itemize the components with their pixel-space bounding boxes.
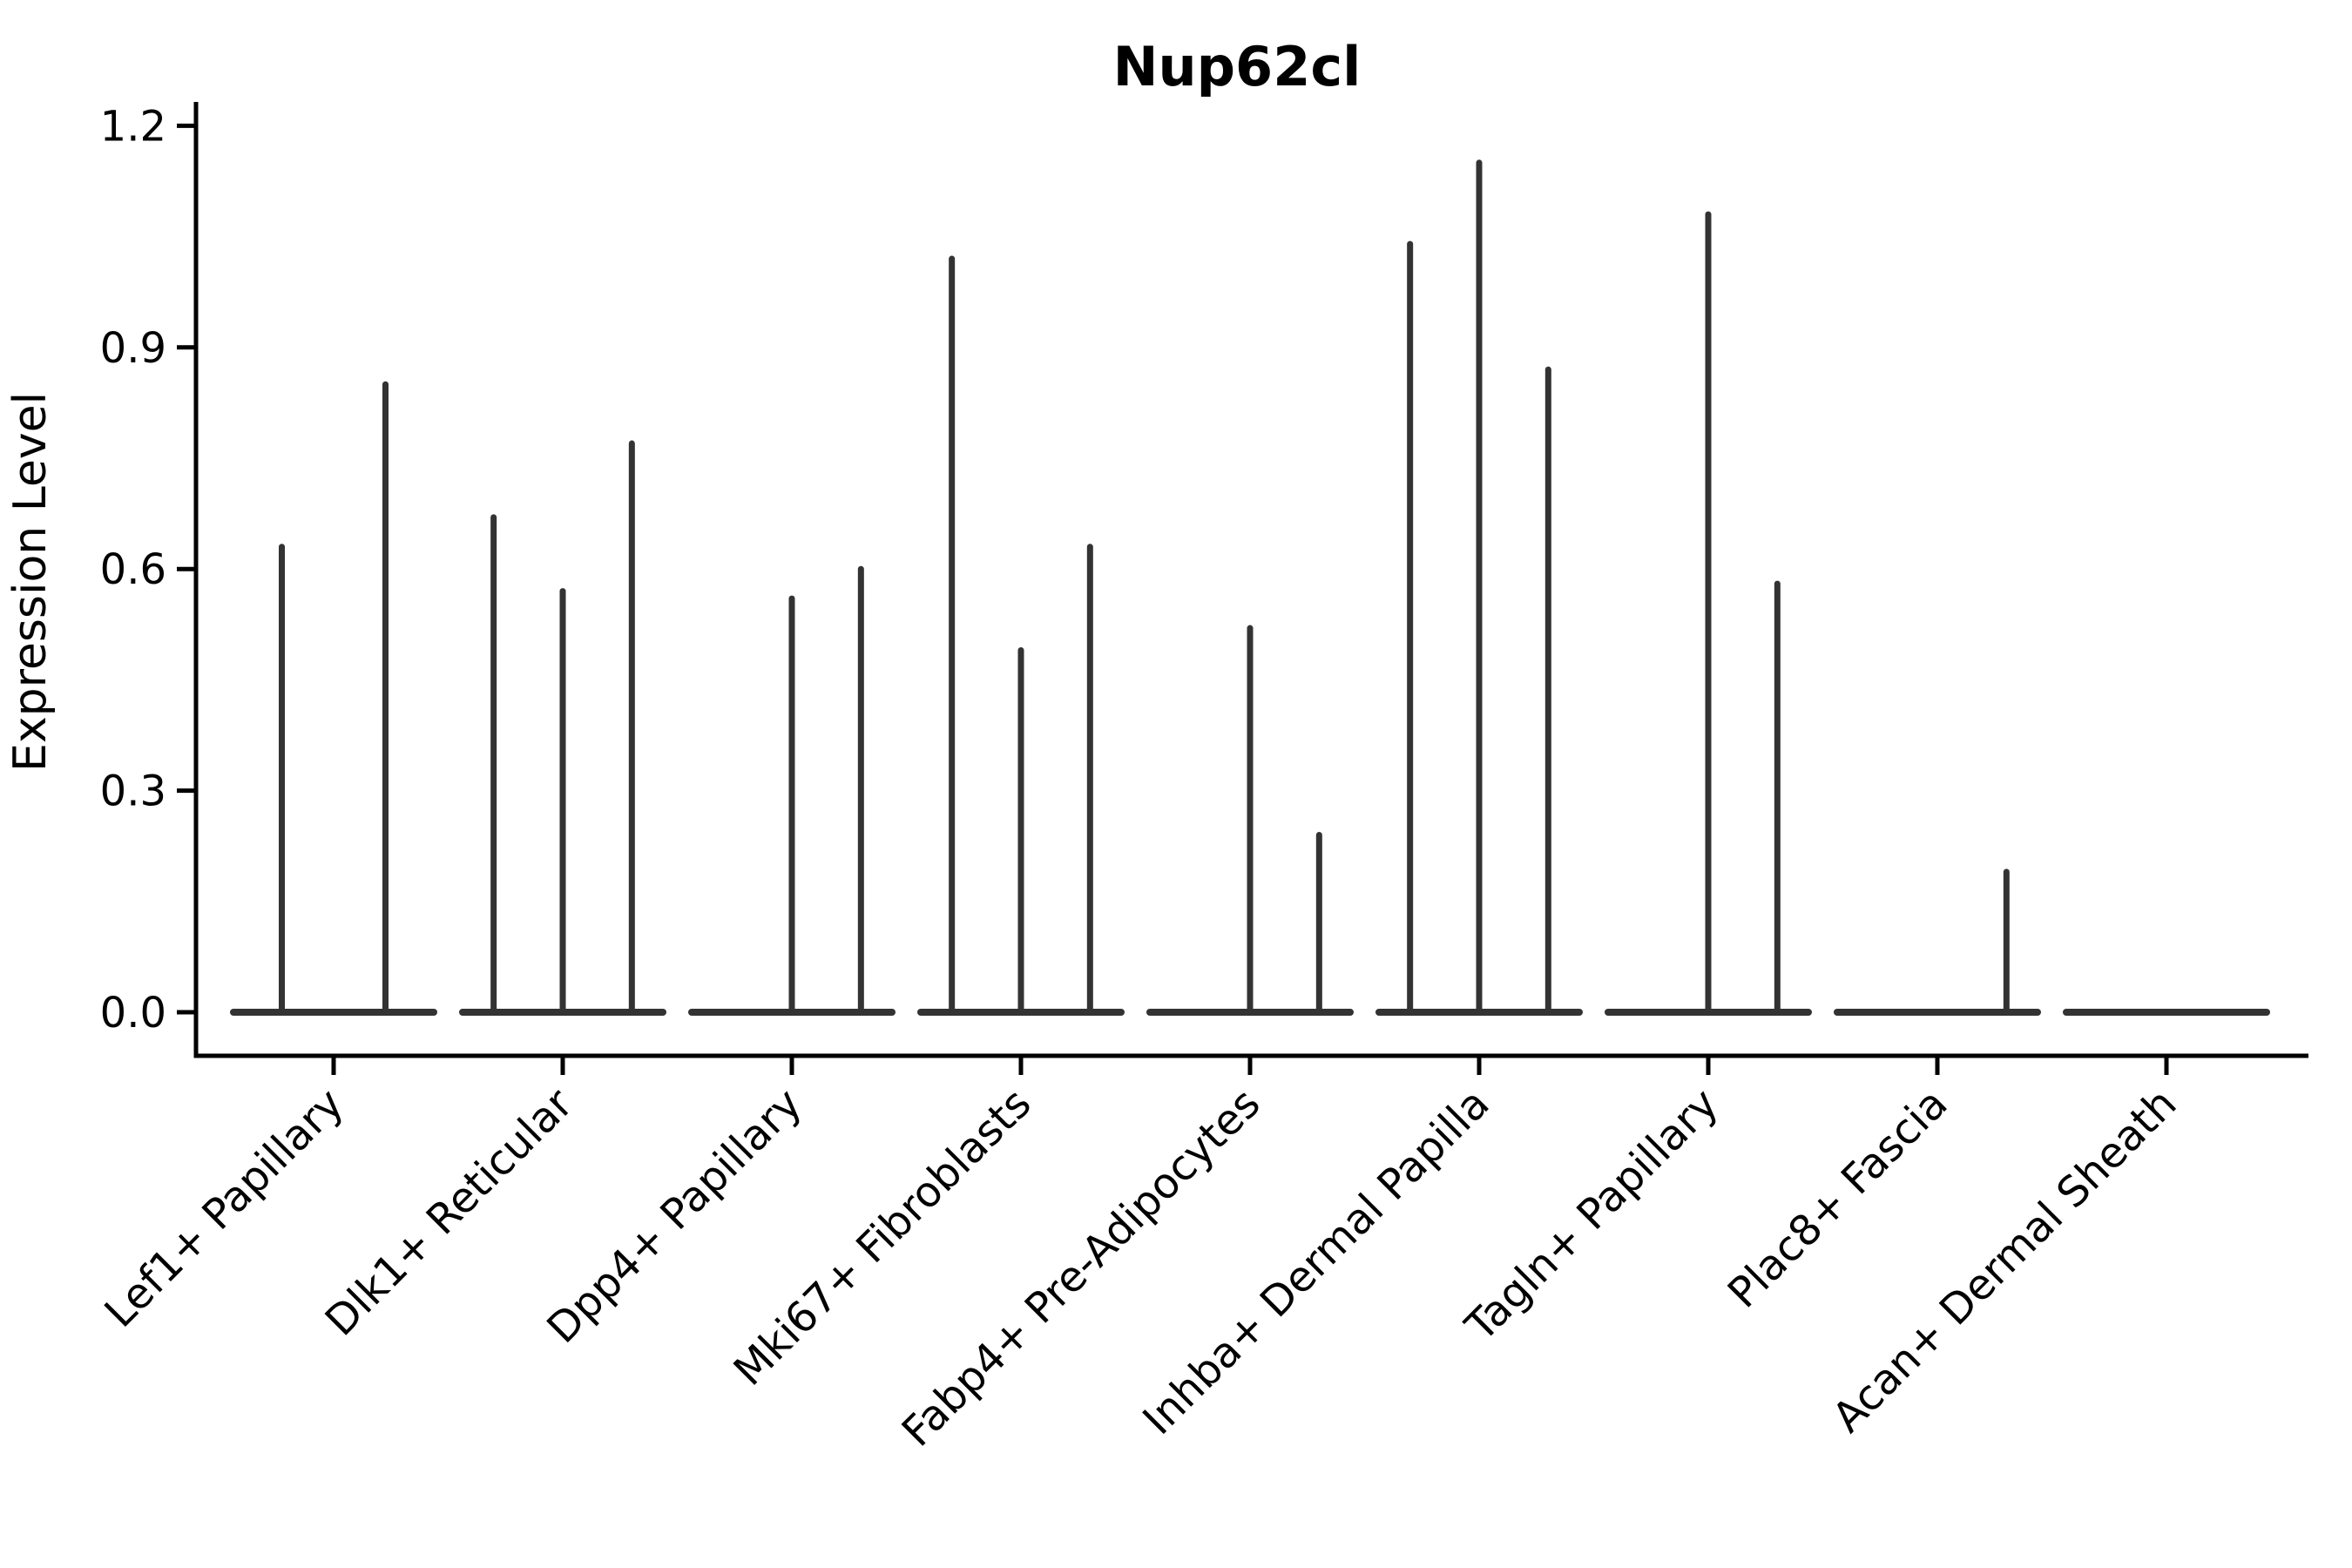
- x-tick-label: Dpp4+ Papillary: [537, 1079, 811, 1353]
- violin-base: [2063, 1009, 2270, 1016]
- y-axis-label: Expression Level: [4, 392, 57, 772]
- x-tick-label: Dlk1+ Reticular: [316, 1079, 583, 1346]
- violin-base: [1834, 1009, 2041, 1016]
- x-tick-label: Lef1+ Papillary: [96, 1079, 354, 1337]
- x-tick-label: Plac8+ Fascia: [1719, 1079, 1957, 1318]
- chart-title: Nup62cl: [1113, 35, 1362, 98]
- y-tick-label: 0.3: [100, 767, 166, 816]
- y-tick-label: 0.6: [100, 545, 166, 594]
- x-tick-label: Tagln+ Papillary: [1456, 1079, 1727, 1351]
- y-tick-label: 0.0: [100, 989, 166, 1037]
- violin-base: [230, 1009, 437, 1016]
- y-tick-label: 1.2: [100, 102, 166, 151]
- y-tick-label: 0.9: [100, 324, 166, 373]
